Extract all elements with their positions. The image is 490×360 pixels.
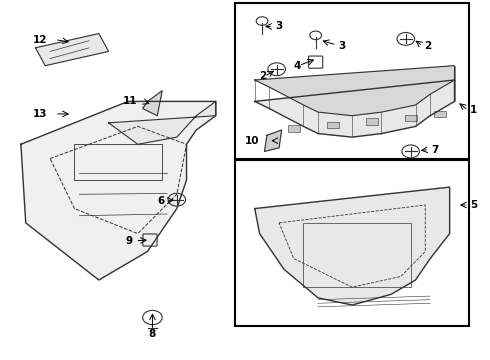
Text: 2: 2 [260,71,267,81]
Bar [327,122,339,128]
Bar [74,144,162,180]
Polygon shape [255,187,450,305]
Bar [288,125,299,132]
Bar [303,223,411,287]
Polygon shape [35,33,109,66]
Text: 10: 10 [245,136,260,146]
Polygon shape [21,102,216,280]
Text: 5: 5 [470,200,477,210]
Polygon shape [143,91,162,116]
Polygon shape [255,66,455,116]
Bar [405,114,416,121]
Text: 11: 11 [123,96,138,107]
Text: 7: 7 [431,145,439,155]
Text: 1: 1 [470,105,477,115]
Text: 3: 3 [339,41,346,51]
Bar [235,158,469,327]
Polygon shape [255,80,455,137]
Text: 3: 3 [275,21,282,31]
Text: 2: 2 [424,41,432,51]
Bar [434,111,446,117]
Bar [366,118,377,125]
Polygon shape [265,130,282,152]
Text: 4: 4 [294,61,301,71]
Text: 9: 9 [125,236,133,246]
Text: 12: 12 [33,35,48,45]
Text: 6: 6 [157,196,165,206]
Text: 13: 13 [33,109,48,119]
Text: 8: 8 [149,329,156,339]
Bar [235,3,469,160]
Polygon shape [109,102,216,144]
